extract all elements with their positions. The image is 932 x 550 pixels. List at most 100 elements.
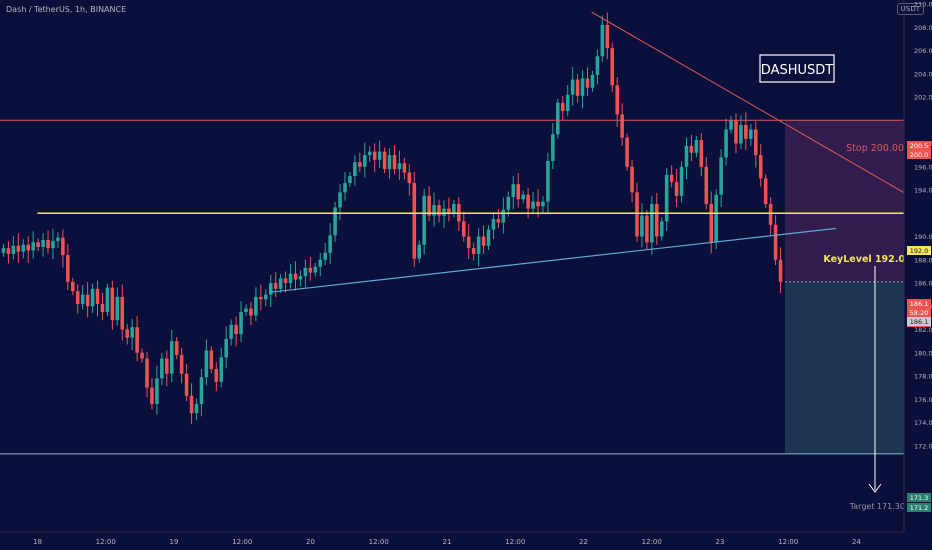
symbol-box-label: DASHUSDT: [761, 63, 833, 78]
candle-body: [80, 294, 85, 304]
candle-body: [367, 151, 372, 156]
candle-body: [298, 276, 303, 280]
candle-body: [610, 48, 615, 86]
ascending-trendline: [269, 227, 837, 293]
candle-body: [90, 288, 95, 307]
current-badge-c-bg: [907, 317, 931, 326]
candle-body: [689, 145, 694, 153]
target-badge-a-bg: [907, 493, 931, 502]
candle-body: [328, 235, 332, 253]
candle-body: [625, 137, 629, 167]
candle-body: [160, 358, 164, 379]
price-axis[interactable]: 172.0174.0176.0178.0180.0182.0184.0186.0…: [914, 1, 932, 451]
candle-body: [655, 203, 659, 237]
currency-unit-badge[interactable]: USDT: [896, 3, 924, 15]
candle-body: [293, 273, 298, 280]
candle-body: [729, 120, 733, 130]
candle-body: [254, 296, 258, 316]
candle-body: [150, 387, 154, 404]
candle-body: [273, 283, 278, 289]
candle-body: [46, 239, 50, 249]
candle-body: [699, 140, 704, 167]
candle-body: [531, 201, 535, 209]
candle-body: [476, 236, 481, 254]
time-tick-label: 12:00: [232, 538, 252, 546]
candle-body: [194, 403, 199, 414]
candle-body: [645, 215, 649, 243]
current-badge-c: 186.1: [910, 318, 929, 326]
candle-body: [724, 129, 728, 158]
candle-body: [100, 303, 105, 313]
candle-body: [664, 174, 669, 222]
candle-body: [387, 155, 392, 170]
candle-body: [66, 255, 70, 282]
candle-body: [749, 129, 753, 139]
candle-body: [85, 294, 90, 307]
time-axis[interactable]: 18 12:00 19 12:00 20 12:00 21 12:00 22 12:00 23 12:…: [33, 538, 861, 546]
time-tick-label: 20: [306, 538, 315, 546]
target-label: Target 171.30: [849, 502, 905, 511]
candle-body: [140, 352, 144, 359]
candle-body: [214, 369, 219, 382]
candle-body: [546, 160, 550, 202]
candle-body: [283, 278, 288, 283]
candle-body: [709, 203, 714, 243]
candle-body: [115, 296, 120, 321]
candle-body: [313, 266, 318, 273]
price-tick-label: 206.0: [914, 47, 932, 55]
price-tick-label: 196.0: [914, 163, 932, 171]
candle-body: [165, 358, 169, 374]
candle-body: [130, 327, 134, 338]
candle-body: [372, 151, 377, 160]
candle-body: [6, 248, 11, 254]
candle-body: [575, 79, 580, 96]
candle-body: [768, 203, 773, 225]
candle-body: [758, 155, 763, 179]
candle-body: [521, 194, 525, 200]
candle-body: [506, 196, 511, 210]
candle-body: [204, 350, 209, 378]
candle-body: [145, 358, 149, 388]
candle-body: [630, 166, 634, 193]
candle-body: [734, 120, 738, 144]
candle-body: [684, 145, 689, 167]
candle-body: [461, 221, 466, 237]
candle-body: [719, 157, 723, 195]
candle-body: [669, 174, 674, 182]
candle-body: [1, 248, 6, 253]
candle-body: [397, 163, 402, 170]
candle-body: [650, 203, 654, 243]
candle-body: [704, 166, 709, 204]
candle-body: [338, 192, 342, 208]
stop-badge-b-bg: [907, 150, 931, 159]
chart-title: Dash / TetherUS, 1h, BINANCE: [6, 5, 127, 14]
candle-body: [471, 248, 476, 254]
candle-body: [481, 236, 486, 246]
candle-body: [189, 395, 194, 414]
candle-body: [466, 236, 471, 249]
target-badge-a: 171.3: [910, 494, 929, 502]
candle-body: [402, 163, 407, 173]
time-tick-label: 12:00: [505, 538, 525, 546]
candle-body: [412, 183, 417, 259]
candle-body: [26, 244, 31, 251]
stop-badge-a-bg: [907, 141, 931, 150]
candle-body: [219, 357, 224, 382]
price-tick-label: 194.0: [914, 187, 932, 195]
time-tick-label: 22: [579, 538, 588, 546]
price-tick-label: 204.0: [914, 70, 932, 78]
time-tick-label: 24: [852, 538, 861, 546]
candle-body: [496, 219, 501, 223]
candle-body: [333, 207, 337, 236]
candle-body: [526, 194, 530, 209]
candle-body: [264, 294, 268, 300]
candle-body: [95, 288, 100, 304]
candle-body: [105, 287, 110, 313]
candle-body: [679, 166, 684, 196]
candle-body: [11, 245, 16, 254]
stop-label: Stop 200.00: [846, 143, 904, 154]
candle-body: [486, 229, 491, 246]
candle-body: [75, 291, 80, 304]
candle-body: [541, 201, 545, 207]
